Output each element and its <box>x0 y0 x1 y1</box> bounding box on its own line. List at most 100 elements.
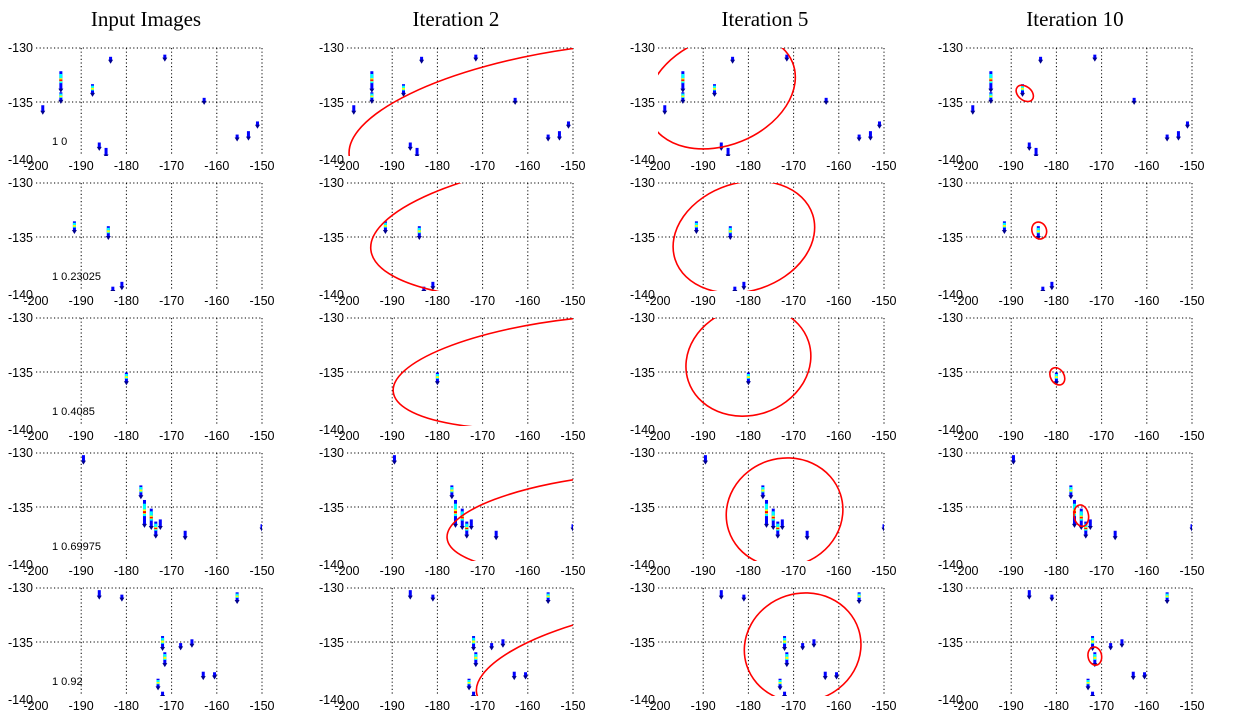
fit-ellipse <box>388 298 777 445</box>
grid <box>966 48 1192 156</box>
data-point-max <box>1080 517 1083 518</box>
data-point-tip <box>489 646 494 650</box>
panel: -130-135-140-200 -190 -180 -170 -160 -1501 0.… <box>8 446 275 578</box>
data-point-peak <box>73 225 76 227</box>
data-point-tip <box>369 89 374 93</box>
x-tick-label: -180 <box>425 294 450 308</box>
x-tick-label: -170 <box>781 429 806 443</box>
data-point-tip <box>453 524 458 528</box>
data-point <box>680 71 685 92</box>
y-tick-label: -130 <box>319 446 344 460</box>
x-tick-label: -170 <box>470 699 495 713</box>
data-point <box>401 84 406 97</box>
y-tick-label: -130 <box>938 581 963 595</box>
x-tick-label: -190 <box>69 564 94 578</box>
x-tick-label: -190 <box>691 564 716 578</box>
data-point-peak <box>785 657 788 659</box>
data-point <box>351 105 356 114</box>
data-point-tip <box>741 598 746 602</box>
data-point <box>857 135 862 142</box>
data-point-peak <box>402 88 405 90</box>
data-point-core <box>727 148 730 156</box>
data-point <box>369 71 374 92</box>
x-tick-label: -200 <box>334 159 359 173</box>
data-point <box>235 592 240 604</box>
data-point-peak <box>713 88 716 90</box>
x-tick-label: -170 <box>470 294 495 308</box>
data-point <box>430 282 435 290</box>
panel: -130 -135 -140-200 -190 -180 -170 -160 -150 <box>319 581 770 717</box>
data-point-tip <box>1119 644 1124 648</box>
data-point <box>473 652 478 667</box>
data-point <box>160 636 165 651</box>
data-point <box>58 71 63 92</box>
x-tick-label: -150 <box>249 294 274 308</box>
points <box>351 55 571 159</box>
data-point <box>467 679 472 691</box>
y-tick-label: -130 <box>319 176 344 190</box>
data-point-max <box>772 517 775 518</box>
y-tick-label: -130 <box>319 311 344 325</box>
data-point-tip <box>435 381 440 385</box>
data-point <box>877 121 882 128</box>
x-tick-label: -190 <box>691 429 716 443</box>
x-tick-label: -200 <box>953 564 978 578</box>
x-tick-label: -180 <box>114 294 139 308</box>
y-tick-label: -130 <box>319 41 344 55</box>
data-point <box>1034 148 1039 159</box>
x-tick-label: -190 <box>380 429 405 443</box>
data-point-tip <box>469 526 474 530</box>
data-point <box>1108 643 1113 650</box>
data-point-tip <box>369 100 374 104</box>
data-point <box>741 282 746 290</box>
data-point-tip <box>775 535 780 539</box>
y-tick-label: -135 <box>938 636 963 650</box>
x-tick-label: -200 <box>334 699 359 713</box>
y-tick-label: -135 <box>938 501 963 515</box>
x-tick-label: -200 <box>23 564 48 578</box>
data-point-tip <box>108 60 113 64</box>
x-tick-label: -150 <box>1179 294 1204 308</box>
y-tick-label: -135 <box>8 636 33 650</box>
panel: -130 -135 -140-200 -190 -180 -170 -160 -150 <box>630 578 897 717</box>
x-tick-label: -150 <box>871 159 896 173</box>
data-point-peak <box>107 230 110 232</box>
data-point <box>1027 143 1032 151</box>
data-point <box>1092 55 1097 62</box>
data-point-core <box>416 148 419 156</box>
data-point-tip <box>106 236 111 240</box>
data-point-tip <box>81 461 86 465</box>
x-tick-label: -160 <box>1134 159 1159 173</box>
panel-annotation: 1 0.4085 <box>52 406 95 418</box>
data-point-tip <box>1113 536 1118 540</box>
grid <box>658 183 884 291</box>
data-point <box>417 226 422 240</box>
x-tick-label: -200 <box>23 159 48 173</box>
data-point <box>771 509 776 530</box>
panel-annotation: 1 0.69975 <box>52 541 101 553</box>
data-point-tip <box>1083 535 1088 539</box>
x-tick-label: -160 <box>204 429 229 443</box>
data-point-peak <box>1055 376 1058 378</box>
x-tick-label: -200 <box>645 159 670 173</box>
data-point-tip <box>1027 147 1032 151</box>
data-point-tip <box>40 111 45 115</box>
data-point-core <box>781 519 784 527</box>
data-point-tip <box>415 154 420 158</box>
x-tick-label: -170 <box>470 429 495 443</box>
y-tick-label: -135 <box>8 501 33 515</box>
data-point <box>500 639 505 647</box>
data-point <box>811 639 816 647</box>
data-point <box>824 98 829 105</box>
data-point-tip <box>471 647 476 651</box>
data-point-tip <box>780 526 785 530</box>
data-point-core <box>470 519 473 527</box>
data-point-tip <box>90 93 95 97</box>
y-tick-label: -135 <box>319 636 344 650</box>
data-point-tip <box>473 58 478 62</box>
x-tick-label: -150 <box>560 159 585 173</box>
x-tick-label: -190 <box>69 159 94 173</box>
data-point-tip <box>162 663 167 667</box>
data-point <box>782 692 787 699</box>
data-point-peak <box>163 657 166 659</box>
